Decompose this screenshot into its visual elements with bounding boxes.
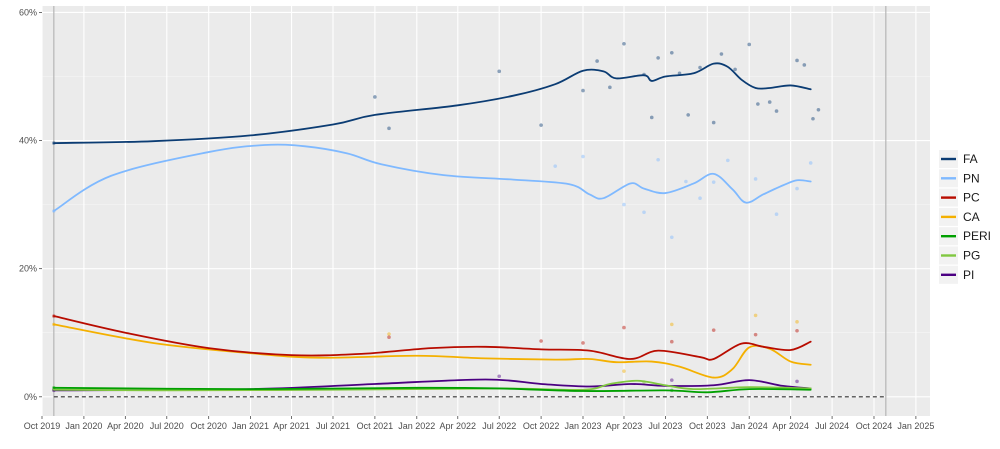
poll-point-ca [387, 332, 391, 336]
poll-point-fa [373, 95, 377, 99]
x-tick-label: Jul 2022 [482, 421, 516, 431]
poll-point-fa [795, 58, 799, 63]
series-line-pc [52, 315, 812, 361]
poll-point-pc [581, 341, 585, 345]
poll-point-fa [774, 109, 779, 113]
poll-point-pc [753, 332, 758, 337]
x-tick-label: Jul 2024 [815, 421, 849, 431]
poll-point-pn [656, 157, 660, 162]
legend-label-peri: PERI [963, 229, 991, 243]
poll-point-fa [649, 115, 654, 120]
x-tick-label: Oct 2019 [24, 421, 61, 431]
x-tick-label: Oct 2020 [190, 421, 227, 431]
poll-point-fa [608, 85, 612, 90]
legend-label-fa: FA [963, 152, 978, 166]
x-tick-label: Jan 2022 [398, 421, 435, 431]
poll-point-ca [622, 369, 626, 373]
x-tick-label: Oct 2021 [357, 421, 394, 431]
poll-point-pc [669, 339, 674, 344]
poll-point-pn [726, 158, 730, 163]
poll-point-fa [669, 50, 674, 55]
poll-point-pi [497, 374, 502, 379]
x-tick-label: Oct 2022 [523, 421, 560, 431]
poll-point-ca [795, 320, 799, 324]
plot-background [42, 6, 930, 416]
poll-point-fa [811, 116, 815, 121]
poll-point-fa [698, 65, 702, 70]
series-line-pg [52, 379, 812, 392]
poll-point-fa [747, 42, 752, 47]
x-tick-label: Jan 2025 [897, 421, 934, 431]
legend-label-pn: PN [963, 171, 980, 185]
x-tick-label: Apr 2022 [440, 421, 477, 431]
poll-point-fa [686, 113, 690, 117]
y-tick-label: 20% [19, 264, 37, 274]
legend-label-pi: PI [963, 268, 974, 282]
legend-label-pc: PC [963, 191, 980, 205]
x-tick-label: Apr 2021 [273, 421, 310, 431]
y-tick-label: 40% [19, 136, 37, 146]
poll-point-fa [767, 100, 772, 104]
x-tick-label: Jul 2020 [150, 421, 184, 431]
poll-point-fa [595, 59, 599, 63]
poll-point-pn [669, 235, 674, 240]
poll-point-fa [387, 126, 391, 131]
poll-point-fa [756, 102, 760, 106]
poll-point-pn [622, 202, 626, 207]
poll-point-ca [669, 322, 674, 327]
poll-point-fa [539, 123, 543, 127]
poll-point-pn [698, 196, 702, 200]
poll-point-fa [802, 63, 807, 67]
x-tick-label: Apr 2024 [772, 421, 809, 431]
poll-point-fa [656, 56, 660, 60]
poll-point-pc [387, 335, 391, 340]
x-tick-label: Jan 2024 [731, 421, 768, 431]
poll-point-pc [622, 325, 626, 330]
poll-point-pi [795, 379, 799, 384]
x-tick-label: Jan 2020 [65, 421, 102, 431]
legend: FA PN PC CA PERI PG PI [939, 150, 991, 284]
poll-point-pc [711, 328, 716, 332]
x-tick-label: Oct 2024 [856, 421, 893, 431]
poll-point-fa [733, 67, 737, 72]
poll-point-pn [581, 154, 585, 159]
poll-point-fa [622, 41, 626, 46]
poll-point-pn [753, 177, 758, 181]
poll-point-pn [684, 179, 688, 184]
poll-point-fa [816, 107, 821, 112]
poll-point-pc [795, 328, 799, 333]
poll-point-pn [808, 161, 813, 165]
poll-point-pn [553, 164, 558, 168]
x-tick-label: Jul 2023 [648, 421, 682, 431]
poll-point-pi [669, 378, 674, 382]
poll-point-pn [795, 186, 799, 191]
x-tick-label: Apr 2023 [606, 421, 643, 431]
poll-point-ca [753, 313, 758, 318]
poll-point-fa [497, 69, 502, 74]
poll-point-pn [642, 210, 646, 215]
poll-point-pn [774, 212, 779, 217]
series-line-pn [52, 143, 812, 212]
y-tick-label: 60% [19, 7, 37, 17]
y-tick-label: 0% [24, 392, 37, 402]
series-line-peri [52, 386, 812, 394]
x-tick-label: Apr 2020 [107, 421, 144, 431]
x-tick-label: Jul 2021 [316, 421, 350, 431]
x-tick-label: Oct 2023 [689, 421, 726, 431]
poll-point-fa [719, 52, 724, 56]
poll-point-pn [711, 180, 716, 184]
series-line-fa [52, 62, 812, 144]
poll-point-fa [677, 71, 682, 76]
poll-point-fa [581, 88, 585, 93]
x-tick-label: Jan 2023 [564, 421, 601, 431]
legend-label-ca: CA [963, 210, 980, 224]
x-tick-label: Jan 2021 [232, 421, 269, 431]
poll-point-pc [539, 339, 543, 343]
legend-label-pg: PG [963, 249, 980, 263]
poll-point-fa [711, 120, 716, 125]
